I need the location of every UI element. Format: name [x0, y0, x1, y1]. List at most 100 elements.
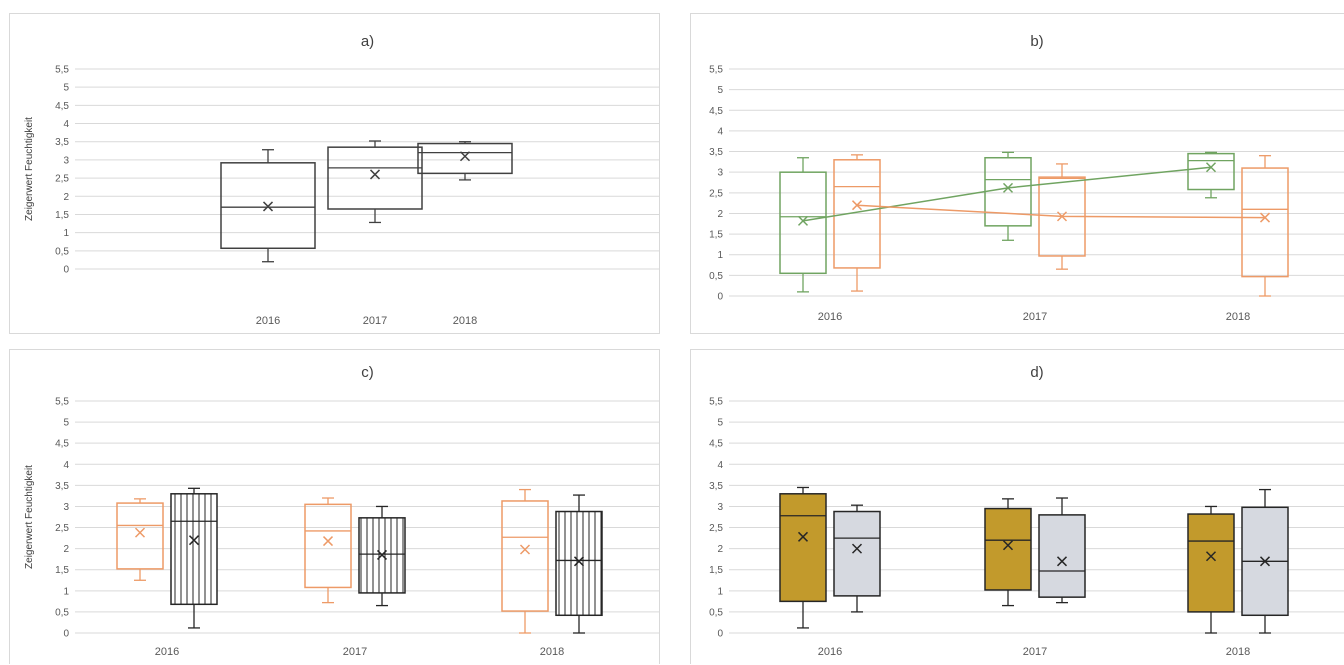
chart-title: b): [1030, 33, 1043, 50]
y-tick-label: 5: [63, 83, 69, 94]
x-category-label: 2018: [540, 646, 564, 658]
mean-marker: [459, 151, 471, 162]
box-iqr: [833, 159, 881, 269]
y-tick-label: 5,5: [55, 65, 69, 76]
y-tick-label: 2,5: [709, 188, 723, 199]
box-iqr: [984, 156, 1032, 227]
y-tick-label: 1,5: [55, 565, 69, 576]
x-category-label: 2016: [818, 646, 842, 658]
y-tick-label: 0,5: [709, 271, 723, 282]
mean-marker: [376, 549, 388, 560]
mean-marker: [519, 544, 531, 555]
mean-marker: [1056, 556, 1068, 567]
chart-d-svg: d) 0 0,5 1 1,5 2 2,5 3 3,5 4 4,5 5 5,5 2016 2017 2018: [709, 364, 1344, 658]
y-tick-label: 1,5: [709, 230, 723, 241]
mean-marker: [573, 556, 585, 567]
y-tick-label: 2: [63, 544, 69, 555]
box-plot-2016-series-2: [170, 487, 218, 629]
y-tick-label: 3,5: [55, 137, 69, 148]
y-tick-label: 0: [63, 629, 69, 640]
mean-marker: [1205, 162, 1217, 173]
box-iqr: [1038, 514, 1086, 598]
mean-marker: [1259, 556, 1271, 567]
y-tick-label: 1: [717, 586, 723, 597]
box-iqr: [116, 502, 164, 570]
y-tick-label: 2,5: [55, 523, 69, 534]
y-axis-label: Zeigerwert Feuchtigkeit: [24, 117, 35, 221]
box-iqr: [304, 503, 352, 589]
y-tick-label: 1,5: [709, 565, 723, 576]
chart-panel-d: d) 0 0,5 1 1,5 2 2,5 3 3,5 4 4,5 5 5,5 2016 2017 2018: [690, 349, 1344, 664]
y-tick-label: 3,5: [709, 481, 723, 492]
y-tick-label: 0: [717, 629, 723, 640]
x-category-label: 2016: [155, 646, 179, 658]
y-tick-label: 0: [717, 292, 723, 303]
y-tick-label: 2: [63, 192, 69, 203]
y-tick-label: 2: [717, 544, 723, 555]
mean-marker: [134, 527, 146, 538]
box-plot-2017-series-2: [358, 505, 406, 607]
y-tick-label: 5: [63, 418, 69, 429]
y-tick-label: 2: [717, 209, 723, 220]
chart-title: d): [1030, 364, 1043, 381]
box-iqr: [1241, 167, 1289, 278]
y-tick-label: 4: [63, 460, 69, 471]
box-plot-2017-series-1: [304, 497, 352, 604]
box-plot-2016-series-1: [779, 157, 827, 293]
y-axis-label: Zeigerwert Feuchtigkeit: [24, 465, 35, 569]
x-category-label: 2017: [1023, 311, 1047, 323]
y-tick-label: 1: [63, 586, 69, 597]
mean-line: [802, 166, 1212, 222]
chart-title: c): [361, 364, 374, 381]
y-tick-label: 5,5: [709, 65, 723, 76]
y-tick-label: 0: [63, 265, 69, 276]
box-iqr: [1187, 152, 1235, 191]
chart-panel-b: b) 0 0,5 1 1,5 2 2,5 3 3,5 4 4,5 5 5,5 2016 2017 2018: [690, 13, 1344, 334]
box-iqr: [501, 500, 549, 612]
box-plot-2016-series-2: [833, 154, 881, 292]
mean-marker: [797, 215, 809, 226]
box-iqr: [170, 493, 218, 606]
chart-c-svg: c) 0 0,5 1 1,5 2 2,5 3 3,5 4 4,5 5 5,5 Zeigerwert Feu…: [24, 364, 660, 658]
box-plot-2018-series-2: [555, 494, 603, 634]
box-plot-2017-series-1: [327, 140, 423, 224]
box-plot-2017-series-1: [984, 151, 1032, 241]
x-category-label: 2018: [1226, 646, 1250, 658]
y-tick-label: 3,5: [709, 147, 723, 158]
mean-marker: [262, 201, 274, 212]
mean-line: [856, 204, 1266, 219]
x-category-label: 2018: [453, 315, 477, 327]
y-tick-label: 0,5: [55, 607, 69, 618]
x-category-label: 2016: [818, 311, 842, 323]
mean-marker: [1259, 212, 1271, 223]
y-tick-label: 2,5: [709, 523, 723, 534]
x-category-label: 2017: [343, 646, 367, 658]
box-plot-2018-series-2: [1241, 488, 1289, 634]
box-plot-2018-series-1: [417, 141, 513, 181]
box-plot-2016-series-1: [116, 498, 164, 581]
y-tick-label: 1: [63, 228, 69, 239]
y-tick-label: 2,5: [55, 174, 69, 185]
box-iqr: [1187, 513, 1235, 613]
x-category-label: 2017: [363, 315, 387, 327]
box-plot-2018-series-2: [1241, 155, 1289, 297]
box-plot-2017-series-2: [1038, 497, 1086, 604]
chart-title: a): [361, 33, 374, 50]
chart-panel-a: a) 0 0,5 1 1,5 2 2,5 3 3,5 4 4,5 5 5,5 Zeigerwert Feu…: [9, 13, 660, 334]
y-tick-label: 5: [717, 85, 723, 96]
y-tick-label: 0,5: [55, 246, 69, 257]
box-iqr: [327, 146, 423, 210]
mean-marker: [322, 536, 334, 547]
box-plot-2018-series-1: [1187, 151, 1235, 199]
box-iqr: [555, 510, 603, 617]
mean-marker: [188, 535, 200, 546]
y-tick-label: 5,5: [55, 397, 69, 408]
y-tick-label: 5: [717, 418, 723, 429]
box-iqr: [984, 507, 1032, 591]
mean-marker: [1205, 551, 1217, 562]
y-tick-label: 4: [63, 119, 69, 130]
y-tick-label: 0,5: [709, 607, 723, 618]
y-tick-label: 4,5: [55, 439, 69, 450]
mean-marker: [1002, 540, 1014, 551]
chart-b-svg: b) 0 0,5 1 1,5 2 2,5 3 3,5 4 4,5 5 5,5 2016 2017 2018: [709, 33, 1344, 323]
